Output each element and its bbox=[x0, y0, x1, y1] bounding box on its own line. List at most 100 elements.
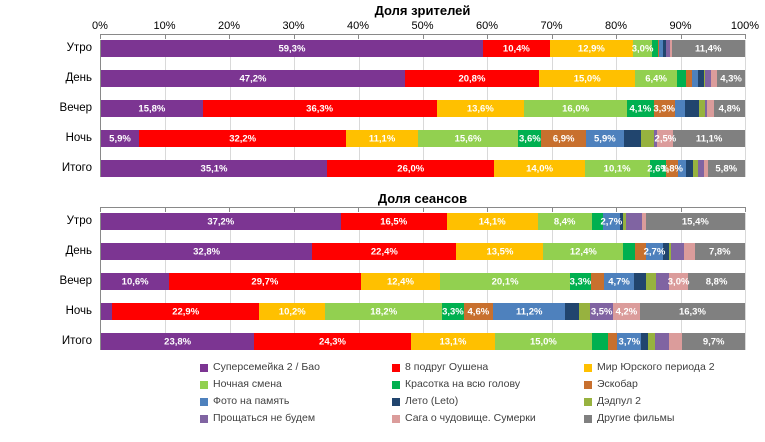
segment-value-label: 29,7% bbox=[251, 276, 279, 287]
category-label: Утро bbox=[66, 215, 92, 227]
axis-tick-mark bbox=[487, 207, 488, 212]
segment-value-label: 14,1% bbox=[478, 216, 506, 227]
bar-segment bbox=[703, 70, 705, 87]
legend-swatch bbox=[584, 363, 592, 372]
legend-item: Лето (Leto) bbox=[392, 394, 584, 409]
bar-segment bbox=[658, 40, 660, 57]
x-tick-label: 60% bbox=[475, 20, 499, 32]
bar-segment: 5,9% bbox=[101, 130, 139, 147]
bar-segment: 6,9% bbox=[541, 130, 586, 147]
bar-segment bbox=[648, 333, 655, 350]
chart-title: Доля сеансов bbox=[377, 191, 468, 206]
segment-value-label: 3,7% bbox=[618, 336, 641, 347]
bar-segment bbox=[692, 160, 698, 177]
segment-value-label: 18,2% bbox=[370, 306, 398, 317]
plot-area: Утро 59,3% 10,4% 12,9% 3,0% 11,4% День 47,2% 20,… bbox=[60, 40, 746, 177]
segment-value-label: 20,1% bbox=[491, 276, 519, 287]
legend-label: 8 подруг Оушена bbox=[405, 361, 489, 373]
bar-segment: 3,7% bbox=[617, 333, 642, 350]
bar-segment bbox=[685, 100, 699, 117]
segment-value-label: 47,2% bbox=[239, 73, 267, 84]
stacked-bar: 23,8% 24,3% 13,1% 15,0% 3,7% 9,7% bbox=[101, 333, 745, 350]
axis-tick-mark bbox=[616, 207, 617, 212]
bar-segment bbox=[101, 303, 112, 320]
bar-segment bbox=[634, 243, 646, 260]
segment-value-label: 16,3% bbox=[678, 306, 706, 317]
bar-segment: 15,8% bbox=[101, 100, 203, 117]
bar-segment bbox=[641, 333, 649, 350]
segment-value-label: 2,7% bbox=[600, 216, 623, 227]
axis-tick-mark bbox=[616, 34, 617, 39]
bar-segment: 20,8% bbox=[404, 70, 539, 87]
bar-segment: 15,0% bbox=[495, 333, 592, 350]
axis-tick-mark bbox=[229, 207, 230, 212]
bar-segment bbox=[692, 70, 698, 87]
bar-segment: 4,2% bbox=[612, 303, 640, 320]
bar-segment: 3,3% bbox=[570, 273, 591, 290]
segment-value-label: 12,9% bbox=[577, 43, 605, 54]
segment-value-label: 8,4% bbox=[553, 216, 576, 227]
bar-segment bbox=[656, 273, 669, 290]
segment-value-label: 10,6% bbox=[121, 276, 149, 287]
bar-segment: 5,9% bbox=[585, 130, 624, 147]
bar-segment: 3,3% bbox=[442, 303, 464, 320]
bar-segment bbox=[674, 100, 686, 117]
stacked-bar: 47,2% 20,8% 15,0% 6,4% 4,3% bbox=[101, 70, 745, 87]
bar-segment: 12,4% bbox=[360, 273, 441, 290]
bar-segment: 32,2% bbox=[138, 130, 347, 147]
legend-item: Фото на память bbox=[200, 394, 392, 409]
axis-tick-mark bbox=[164, 34, 166, 39]
bar-segment: 14,0% bbox=[494, 160, 585, 177]
axis-tick-mark bbox=[100, 34, 101, 39]
axis-tick-mark bbox=[293, 34, 295, 39]
legend-swatch bbox=[392, 414, 400, 423]
legend-swatch bbox=[392, 397, 400, 406]
segment-value-label: 7,8% bbox=[708, 246, 731, 257]
segment-value-label: 4,3% bbox=[720, 73, 742, 84]
bar-row: Утро 59,3% 10,4% 12,9% 3,0% 11,4% bbox=[67, 40, 745, 57]
bar-segment: 16,0% bbox=[524, 100, 628, 117]
bar-segment: 20,1% bbox=[440, 273, 570, 290]
axis-tick-mark bbox=[680, 34, 682, 39]
category-label: Итого bbox=[61, 335, 92, 347]
legend-item: Мир Юрского периода 2 bbox=[584, 360, 765, 375]
segment-value-label: 3,6% bbox=[519, 133, 541, 144]
segment-value-label: 37,2% bbox=[207, 216, 235, 227]
segment-value-label: 4,6% bbox=[467, 306, 490, 317]
category-label: Итого bbox=[61, 162, 92, 174]
gridline bbox=[745, 213, 746, 350]
bar-segment bbox=[654, 333, 669, 350]
segment-value-label: 13,6% bbox=[466, 103, 494, 114]
legend-label: Дэдпул 2 bbox=[597, 395, 641, 407]
segment-value-label: 3,3% bbox=[442, 306, 464, 317]
bar-segment bbox=[623, 213, 627, 230]
segment-value-label: 14,0% bbox=[526, 163, 554, 174]
x-tick-label: 30% bbox=[282, 20, 305, 32]
segment-value-label: 26,0% bbox=[397, 163, 425, 174]
bar-segment: 4,6% bbox=[463, 303, 494, 320]
segment-value-label: 3,3% bbox=[569, 276, 592, 287]
bar-segment: 35,1% bbox=[101, 160, 328, 177]
bar-segment: 10,1% bbox=[584, 160, 650, 177]
x-axis-tick-labels: 0% 10% 20% 30% 40% 50% 60% 70% 80% 90% 100% bbox=[92, 19, 759, 34]
segment-value-label: 11,1% bbox=[695, 133, 723, 144]
legend-label: Фото на память bbox=[213, 395, 290, 407]
legend-swatch bbox=[200, 380, 208, 389]
bar-segment: 11,1% bbox=[673, 130, 745, 147]
x-tick-label: 50% bbox=[411, 20, 434, 32]
legend-item: Ночная смена bbox=[200, 377, 392, 392]
bar-segment bbox=[711, 70, 718, 87]
segment-value-label: 13,5% bbox=[486, 246, 514, 257]
bar-segment: 2,7% bbox=[644, 243, 665, 260]
segment-value-label: 4,1% bbox=[629, 103, 652, 114]
bar-row: Вечер 10,6% 29,7% 12,4% 20,1% 3,3% 4,7% 3,0% 8,8… bbox=[60, 273, 745, 290]
segment-value-label: 16,0% bbox=[562, 103, 590, 114]
bar-segment bbox=[698, 100, 706, 117]
segment-value-label: 4,2% bbox=[615, 306, 638, 317]
segment-value-label: 11,2% bbox=[516, 306, 543, 317]
stacked-bar: 22,9% 10,2% 18,2% 3,3% 4,6% 11,2% 3,5% 4,2% 16,3… bbox=[101, 303, 745, 320]
bar-segment bbox=[579, 303, 591, 320]
bar-segment: 3,6% bbox=[518, 130, 542, 147]
segment-value-label: 15,4% bbox=[681, 216, 709, 227]
bar-segment: 15,0% bbox=[538, 70, 636, 87]
